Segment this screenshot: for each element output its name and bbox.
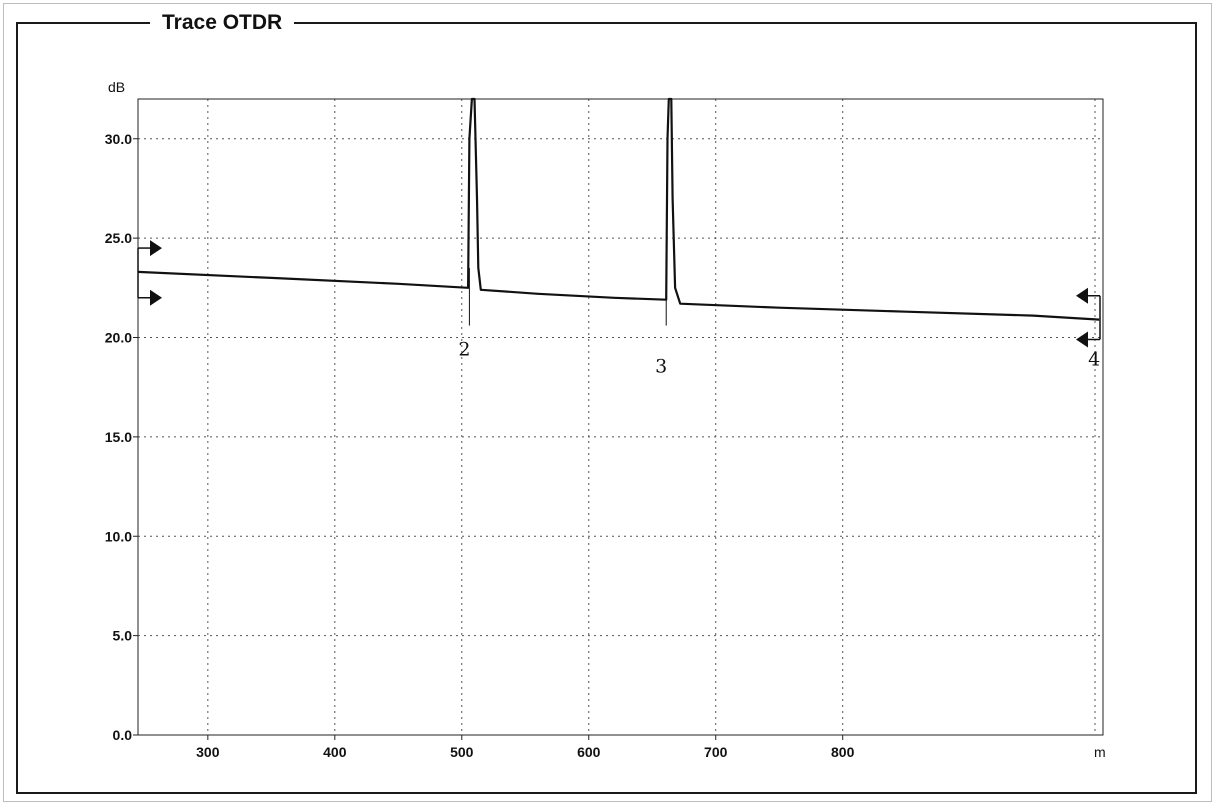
panel-title: Trace OTDR — [150, 10, 295, 36]
plot-area — [137, 98, 1104, 736]
y-tick-label: 25.0 — [105, 230, 132, 246]
x-tick-label: 700 — [704, 744, 728, 760]
x-tick-label: 500 — [450, 744, 474, 760]
y-axis-label: dB — [108, 79, 125, 95]
page-border — [3, 3, 1212, 802]
grid — [138, 99, 1103, 735]
y-tick-label: 10.0 — [105, 528, 132, 544]
y-tick-label: 30.0 — [105, 131, 132, 147]
chart-panel — [16, 22, 1197, 794]
y-tick-label: 0.0 — [113, 727, 133, 743]
x-tick-label: 600 — [577, 744, 601, 760]
arrow-right-icon — [150, 289, 162, 306]
y-tick-label: 20.0 — [105, 330, 132, 346]
x-tick-label: 300 — [196, 744, 220, 760]
otdr-trace-line — [137, 97, 1100, 321]
x-tick-label: 800 — [831, 744, 855, 760]
event-marker-label: 2 — [458, 339, 470, 361]
arrow-left-icon — [1076, 331, 1088, 348]
event-markers: 2 3 4 — [458, 267, 1100, 378]
x-axis-label: m — [1094, 744, 1106, 760]
cursor-arrows — [137, 240, 1101, 348]
y-tick-label: 15.0 — [105, 429, 132, 445]
x-axis-ticks: 300 400 500 600 700 800 — [196, 735, 855, 760]
event-marker-label: 3 — [655, 356, 667, 378]
x-tick-label: 400 — [323, 744, 347, 760]
event-marker-label: 4 — [1088, 349, 1100, 371]
arrow-left-icon — [1076, 287, 1088, 304]
arrow-right-icon — [150, 240, 162, 257]
y-axis-ticks: 0.0 5.0 10.0 15.0 20.0 25.0 30.0 — [105, 131, 138, 743]
y-tick-label: 5.0 — [113, 628, 133, 644]
